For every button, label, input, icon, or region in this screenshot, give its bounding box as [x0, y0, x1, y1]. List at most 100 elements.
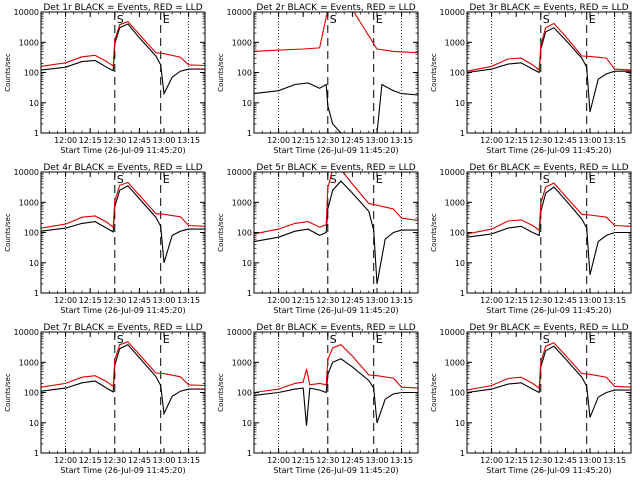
chart-title: Det 5r BLACK = Events, RED = LLD: [256, 163, 415, 173]
y-tick-label: 1: [460, 289, 465, 298]
x-tick-label: 13:15: [603, 456, 626, 465]
x-tick-label: 13:00: [365, 296, 388, 305]
y-tick-label: 10: [455, 99, 465, 108]
series-line-lld: [254, 172, 418, 235]
x-tick-label: 13:00: [152, 456, 175, 465]
y-axis-label: Counts/sec: [217, 373, 225, 412]
x-tick-label: 13:15: [177, 456, 200, 465]
x-tick-label: 12:45: [341, 456, 364, 465]
x-tick-label: 13:00: [365, 136, 388, 145]
x-tick-label: 13:15: [390, 136, 413, 145]
series-line-lld: [254, 12, 418, 54]
end-marker-label: E: [589, 333, 596, 346]
y-tick-label: 100: [237, 229, 252, 238]
x-axis-label: Start Time (26-Jul-09 11:45:20): [60, 146, 185, 155]
x-tick-label: 13:15: [390, 456, 413, 465]
start-marker-label: S: [330, 173, 337, 186]
y-tick-label: 1: [247, 449, 252, 458]
series-line-lld: [467, 182, 631, 235]
x-tick-label: 12:00: [54, 456, 77, 465]
y-tick-label: 10000: [227, 8, 252, 17]
x-tick-label: 12:15: [505, 456, 528, 465]
x-tick-label: 12:15: [292, 136, 315, 145]
y-tick-label: 10000: [227, 328, 252, 337]
x-tick-label: 13:00: [578, 296, 601, 305]
y-axis-label: Counts/sec: [430, 53, 438, 92]
x-tick-label: 12:00: [54, 296, 77, 305]
y-tick-label: 100: [24, 389, 39, 398]
chart-title: Det 7r BLACK = Events, RED = LLD: [43, 323, 202, 333]
series-line-events: [467, 186, 631, 275]
x-tick-label: 12:15: [79, 136, 102, 145]
x-tick-label: 12:45: [128, 136, 151, 145]
series-line-events: [254, 180, 418, 284]
end-marker-label: E: [376, 13, 383, 26]
y-tick-label: 1: [34, 449, 39, 458]
x-tick-label: 12:30: [529, 136, 552, 145]
x-axis-label: Start Time (26-Jul-09 11:45:20): [486, 306, 611, 315]
x-tick-label: 12:45: [128, 296, 151, 305]
y-tick-label: 1000: [445, 198, 465, 207]
x-tick-label: 12:00: [267, 456, 290, 465]
x-tick-label: 12:00: [480, 296, 503, 305]
y-tick-label: 100: [450, 69, 465, 78]
x-tick-label: 12:15: [292, 296, 315, 305]
x-tick-label: 13:15: [177, 296, 200, 305]
x-tick-label: 12:30: [529, 456, 552, 465]
x-tick-label: 13:00: [365, 456, 388, 465]
series-line-lld: [41, 181, 205, 229]
y-tick-label: 1: [460, 449, 465, 458]
series-line-events: [254, 82, 418, 133]
x-axis-label: Start Time (26-Jul-09 11:45:20): [273, 466, 398, 475]
start-marker-label: S: [117, 13, 124, 26]
x-tick-label: 13:00: [578, 136, 601, 145]
y-tick-label: 1000: [232, 38, 252, 47]
series-line-lld: [467, 22, 631, 72]
series-line-events: [467, 27, 631, 113]
x-tick-label: 12:45: [341, 296, 364, 305]
y-tick-label: 1000: [19, 358, 39, 367]
y-tick-label: 1000: [19, 198, 39, 207]
x-tick-label: 13:15: [603, 136, 626, 145]
series-line-events: [41, 185, 205, 263]
x-tick-label: 13:15: [390, 296, 413, 305]
end-marker-label: E: [589, 13, 596, 26]
x-tick-label: 12:00: [267, 296, 290, 305]
x-tick-label: 13:15: [177, 136, 200, 145]
chart-title: Det 9r BLACK = Events, RED = LLD: [469, 323, 628, 333]
x-axis-label: Start Time (26-Jul-09 11:45:20): [486, 466, 611, 475]
y-tick-label: 10000: [14, 8, 39, 17]
y-tick-label: 10000: [440, 328, 465, 337]
x-tick-label: 13:15: [603, 296, 626, 305]
y-tick-label: 10: [455, 259, 465, 268]
y-tick-label: 100: [237, 389, 252, 398]
x-tick-label: 12:45: [128, 456, 151, 465]
x-tick-label: 12:00: [480, 136, 503, 145]
y-tick-label: 1000: [232, 198, 252, 207]
series-line-lld: [41, 20, 205, 67]
y-axis-label: Counts/sec: [4, 213, 12, 252]
x-axis-label: Start Time (26-Jul-09 11:45:20): [486, 146, 611, 155]
x-axis-label: Start Time (26-Jul-09 11:45:20): [273, 306, 398, 315]
x-tick-label: 12:45: [554, 456, 577, 465]
start-marker-label: S: [543, 173, 550, 186]
chart-title: Det 1r BLACK = Events, RED = LLD: [43, 3, 202, 13]
y-tick-label: 1: [247, 289, 252, 298]
end-marker-label: E: [163, 173, 170, 186]
y-tick-label: 100: [450, 389, 465, 398]
y-tick-label: 1: [34, 289, 39, 298]
x-tick-label: 12:15: [505, 136, 528, 145]
y-tick-label: 10000: [227, 168, 252, 177]
x-tick-label: 12:00: [480, 456, 503, 465]
chart-title: Det 6r BLACK = Events, RED = LLD: [469, 163, 628, 173]
y-tick-label: 100: [237, 69, 252, 78]
x-tick-label: 13:00: [578, 456, 601, 465]
y-axis-label: Counts/sec: [4, 373, 12, 412]
y-tick-label: 1: [34, 129, 39, 138]
start-marker-label: S: [330, 333, 337, 346]
x-tick-label: 12:15: [505, 296, 528, 305]
start-marker-label: S: [330, 13, 337, 26]
